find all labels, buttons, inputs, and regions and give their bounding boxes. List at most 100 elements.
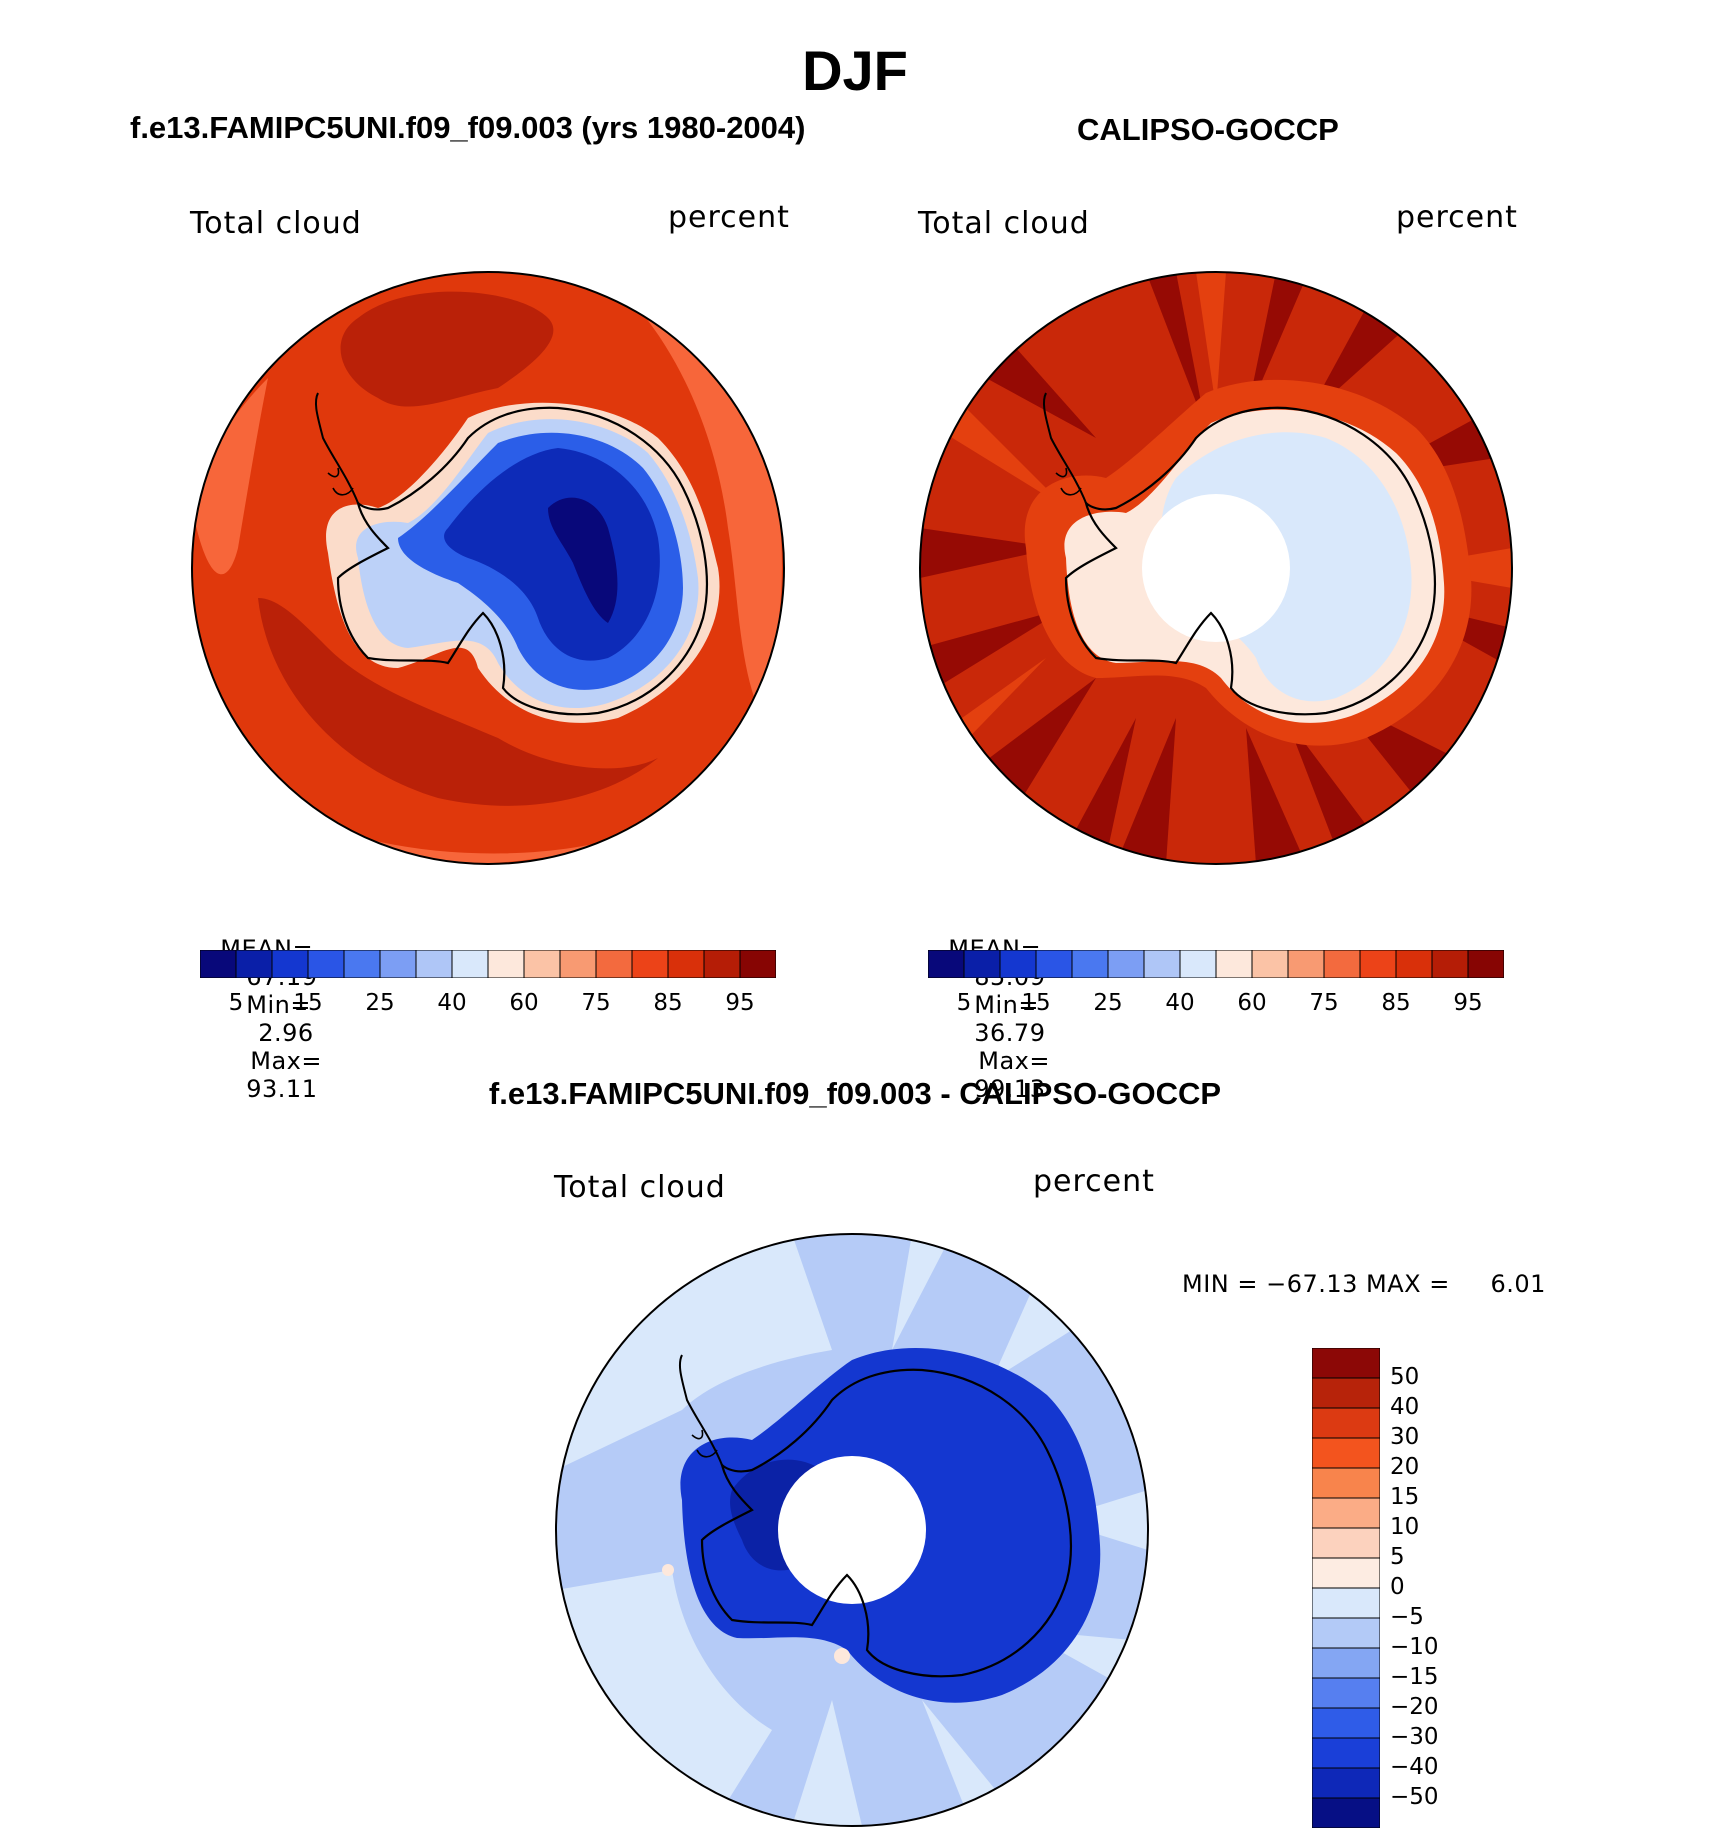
model-colorbar-swatch	[703, 949, 741, 979]
obs-colorbar-swatch	[1107, 949, 1145, 979]
diff-colorbar-tick-label: 0	[1390, 1574, 1405, 1600]
diff-colorbar-tick-label: 30	[1390, 1424, 1420, 1450]
diff-colorbar-swatch	[1311, 1377, 1381, 1409]
diff-variable-label: Total cloud	[554, 1170, 726, 1205]
model-colorbar-swatch	[415, 949, 453, 979]
diff-panel-title: f.e13.FAMIPC5UNI.f09_f09.003 - CALIPSO-G…	[488, 1076, 1222, 1111]
obs-panel-title: CALIPSO-GOCCP	[1077, 112, 1339, 147]
model-max-label: Max=	[250, 1047, 322, 1075]
model-max-value: 93.11	[246, 1075, 318, 1103]
diff-colorbar-swatch	[1311, 1617, 1381, 1649]
diff-colorbar-tick-label: 40	[1390, 1394, 1420, 1420]
diff-colorbar-swatch	[1311, 1407, 1381, 1439]
obs-colorbar-tick-label: 40	[1165, 990, 1195, 1016]
model-colorbar-tick-label: 40	[437, 990, 467, 1016]
model-colorbar-swatch	[199, 949, 237, 979]
obs-colorbar-swatch	[1323, 949, 1361, 979]
diff-colorbar-tick-label: −15	[1390, 1664, 1439, 1690]
model-colorbar-swatch	[487, 949, 525, 979]
diff-colorbar-tick-label: −40	[1390, 1754, 1439, 1780]
obs-polar-map	[919, 271, 1513, 865]
obs-colorbar-swatch	[1467, 949, 1505, 979]
model-colorbar-swatch	[523, 949, 561, 979]
obs-colorbar-swatch	[999, 949, 1037, 979]
model-variable-label: Total cloud	[190, 206, 362, 241]
model-colorbar-tick-label: 95	[725, 990, 755, 1016]
obs-colorbar-swatch	[1287, 949, 1325, 979]
obs-colorbar-swatch	[1251, 949, 1289, 979]
diff-colorbar-swatch	[1311, 1497, 1381, 1529]
model-min-label: Min=	[246, 991, 311, 1019]
model-colorbar-swatch	[343, 949, 381, 979]
obs-max-label: Max=	[978, 1047, 1050, 1075]
obs-colorbar-swatch	[1431, 949, 1469, 979]
diff-colorbar-swatch	[1311, 1557, 1381, 1589]
model-colorbar-swatch	[451, 949, 489, 979]
obs-variable-label: Total cloud	[918, 206, 1090, 241]
obs-min-label: Min=	[974, 991, 1039, 1019]
obs-colorbar	[927, 949, 1505, 979]
main-title: DJF	[802, 39, 908, 102]
model-panel-title: f.e13.FAMIPC5UNI.f09_f09.003 (yrs 1980-2…	[130, 110, 806, 145]
diff-colorbar-swatch	[1311, 1677, 1381, 1709]
diff-colorbar-swatch	[1311, 1797, 1381, 1829]
obs-colorbar-swatch	[1179, 949, 1217, 979]
model-colorbar-swatch	[235, 949, 273, 979]
diff-colorbar-tick-label: 20	[1390, 1454, 1420, 1480]
diff-colorbar-tick-label: 50	[1390, 1364, 1420, 1390]
diff-colorbar-tick-label: −20	[1390, 1694, 1439, 1720]
obs-colorbar-swatch	[927, 949, 965, 979]
diff-colorbar-tick-label: 15	[1390, 1484, 1420, 1510]
obs-colorbar-swatch	[963, 949, 1001, 979]
diff-colorbar-tick-label: −10	[1390, 1634, 1439, 1660]
model-colorbar-tick-label: 75	[581, 990, 611, 1016]
diff-colorbar-tick-label: −30	[1390, 1724, 1439, 1750]
model-colorbar-tick-label: 85	[653, 990, 683, 1016]
obs-colorbar-tick-label: 60	[1237, 990, 1267, 1016]
model-colorbar-tick-label: 60	[509, 990, 539, 1016]
diff-colorbar-swatch	[1311, 1437, 1381, 1469]
model-colorbar	[199, 949, 777, 979]
model-polar-map	[191, 271, 785, 865]
diff-colorbar-swatch	[1311, 1647, 1381, 1679]
diff-colorbar-tick-label: 10	[1390, 1514, 1420, 1540]
obs-max-value: 99.13	[974, 1075, 1046, 1103]
model-colorbar-ticks: 5 15 25 40 60 75 85 95	[200, 990, 776, 1020]
model-min-value: 2.96	[258, 1019, 314, 1047]
model-colorbar-swatch	[379, 949, 417, 979]
model-colorbar-tick-label: 25	[365, 990, 395, 1016]
model-colorbar-tick-label: 5	[228, 990, 244, 1016]
diff-min-max-label: MIN = −67.13 MAX = 6.01	[1182, 1270, 1546, 1298]
model-colorbar-swatch	[595, 949, 633, 979]
obs-colorbar-tick-label: 25	[1093, 990, 1123, 1016]
diff-colorbar-swatch	[1311, 1467, 1381, 1499]
obs-min-value: 36.79	[974, 1019, 1046, 1047]
diff-colorbar-ticks: 50 40 30 20 15 10 5 0 −5 −10 −15 −20 −30 −40 −50	[1390, 1348, 1470, 1828]
diff-colorbar-swatch	[1311, 1527, 1381, 1559]
obs-colorbar-swatch	[1071, 949, 1109, 979]
obs-colorbar-swatch	[1395, 949, 1433, 979]
obs-colorbar-tick-label: 95	[1453, 990, 1483, 1016]
diff-colorbar-swatch	[1311, 1707, 1381, 1739]
model-colorbar-swatch	[271, 949, 309, 979]
model-colorbar-swatch	[739, 949, 777, 979]
diff-colorbar-tick-label: −5	[1390, 1604, 1424, 1630]
model-units-label: percent	[668, 200, 790, 235]
model-colorbar-tick-label: 15	[293, 990, 323, 1016]
obs-colorbar-swatch	[1143, 949, 1181, 979]
model-colorbar-swatch	[559, 949, 597, 979]
obs-colorbar-swatch	[1359, 949, 1397, 979]
diff-units-label: percent	[1033, 1164, 1155, 1199]
diff-colorbar-tick-label: 5	[1390, 1544, 1405, 1570]
obs-units-label: percent	[1396, 200, 1518, 235]
model-colorbar-swatch	[667, 949, 705, 979]
obs-colorbar-tick-label: 75	[1309, 990, 1339, 1016]
obs-colorbar-tick-label: 15	[1021, 990, 1051, 1016]
model-colorbar-swatch	[307, 949, 345, 979]
obs-colorbar-tick-label: 5	[956, 990, 972, 1016]
diff-colorbar-tick-label: −50	[1390, 1784, 1439, 1810]
diff-colorbar-swatch	[1311, 1767, 1381, 1799]
obs-colorbar-swatch	[1215, 949, 1253, 979]
obs-colorbar-swatch	[1035, 949, 1073, 979]
diff-colorbar-swatch	[1311, 1347, 1381, 1379]
